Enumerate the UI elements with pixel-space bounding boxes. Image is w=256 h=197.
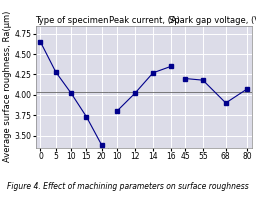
Title: Peak current, (A): Peak current, (A): [109, 16, 179, 25]
Title: Spark gap voltage, (V): Spark gap voltage, (V): [169, 16, 256, 25]
Title: Type of specimen: Type of specimen: [35, 16, 109, 25]
Y-axis label: Average surface roughness, Ra(μm): Average surface roughness, Ra(μm): [3, 11, 12, 162]
Text: Figure 4. Effect of machining parameters on surface roughness: Figure 4. Effect of machining parameters…: [7, 182, 249, 191]
